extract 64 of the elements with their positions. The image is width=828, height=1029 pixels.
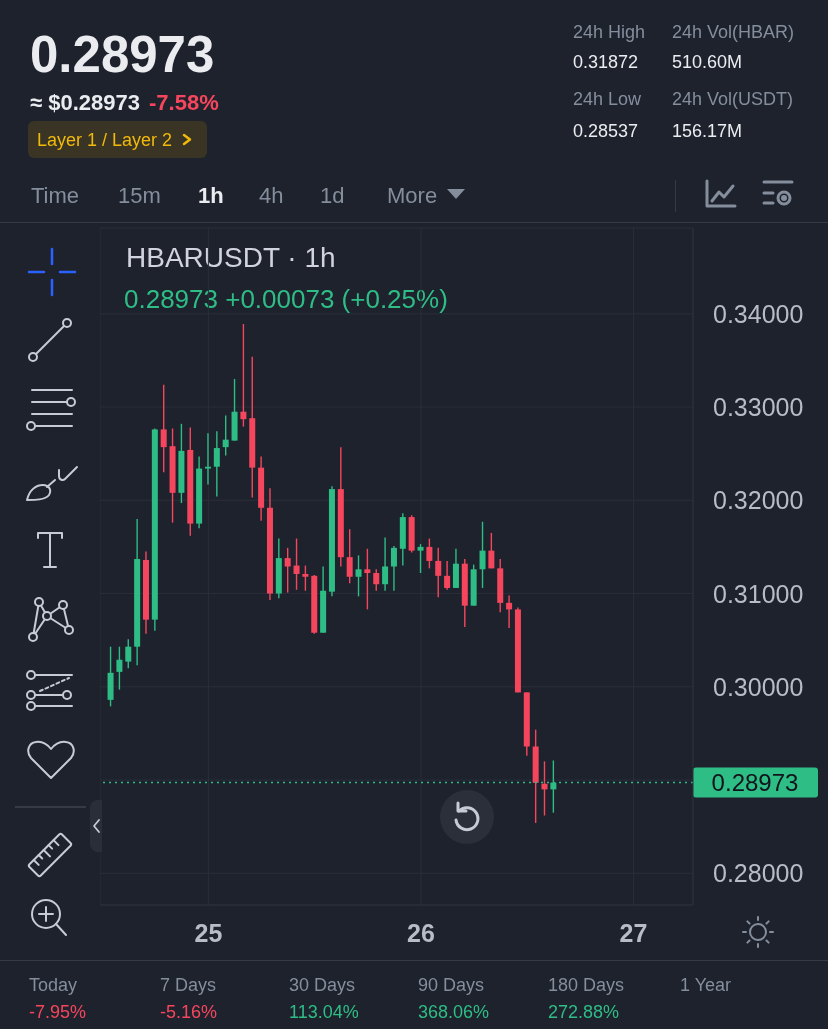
candlestick [479, 521, 486, 589]
y-tick-label: 0.34000 [713, 299, 804, 328]
text: 24h Low [573, 88, 642, 109]
candlestick [116, 646, 123, 691]
text: 272.88% [548, 1001, 620, 1022]
text: 0.28973 [30, 25, 215, 83]
text: 24h High [573, 21, 646, 42]
text: 0.28537 [573, 120, 639, 141]
text: 510.60M [672, 51, 743, 72]
text: 0.28973 +0.00073 (+0.25%) [124, 284, 448, 314]
text: More [387, 183, 438, 209]
text: 180 Days [548, 974, 625, 995]
y-tick-label: 0.31000 [713, 579, 804, 608]
y-tick-label: 0.30000 [713, 672, 804, 701]
text: 113.04% [289, 1001, 359, 1022]
candlestick [364, 548, 371, 611]
candlestick [204, 432, 211, 486]
text: 156.17M [672, 120, 743, 141]
candlestick [160, 383, 167, 474]
y-tick-label: 0.32000 [713, 486, 804, 515]
text: 0.31872 [573, 51, 639, 72]
x-tick-label: 25 [194, 919, 223, 947]
candlestick [506, 594, 513, 629]
candlestick [222, 414, 229, 457]
candlestick [284, 547, 291, 594]
text: -5.16% [160, 1001, 218, 1022]
x-tick-label: 26 [407, 919, 435, 947]
text: Layer 1 / Layer 2 [37, 129, 173, 150]
text: Today [29, 974, 78, 995]
candlestick [240, 323, 247, 428]
text: 30 Days [289, 974, 356, 995]
candlestick [435, 547, 442, 598]
text: ≈ $0.28973 [30, 90, 140, 116]
candlestick [293, 537, 300, 591]
candlestick [417, 543, 424, 574]
candlestick [346, 528, 353, 584]
candlestick [373, 568, 380, 592]
candlestick [382, 536, 389, 592]
text: -7.58% [149, 90, 219, 116]
text: 24h Vol(HBAR) [672, 21, 795, 42]
candlestick [488, 532, 495, 570]
text: 1 Year [680, 974, 732, 995]
text: 15m [118, 183, 161, 209]
text: Time [31, 183, 80, 209]
text: 1d [320, 183, 345, 209]
candlestick [213, 430, 220, 498]
text: 368.06% [418, 1001, 490, 1022]
candlestick [390, 545, 397, 592]
ref-line-label: 0.28973 [711, 769, 799, 797]
candlestick [444, 560, 451, 591]
text: 24h Vol(USDT) [672, 88, 794, 109]
text: HBARUSDT · 1h [126, 242, 336, 274]
text: 90 Days [418, 974, 485, 995]
text: 7 Days [160, 974, 217, 995]
text: 4h [259, 183, 284, 209]
candlestick [355, 554, 362, 598]
candlestick [426, 537, 433, 570]
y-tick-label: 0.33000 [713, 393, 804, 422]
text: -7.95% [29, 1001, 87, 1022]
y-tick-label: 0.28000 [713, 859, 804, 888]
x-tick-label: 27 [619, 919, 648, 947]
candlestick [302, 564, 309, 592]
candlestick [125, 638, 132, 669]
text: 1h [198, 183, 224, 209]
